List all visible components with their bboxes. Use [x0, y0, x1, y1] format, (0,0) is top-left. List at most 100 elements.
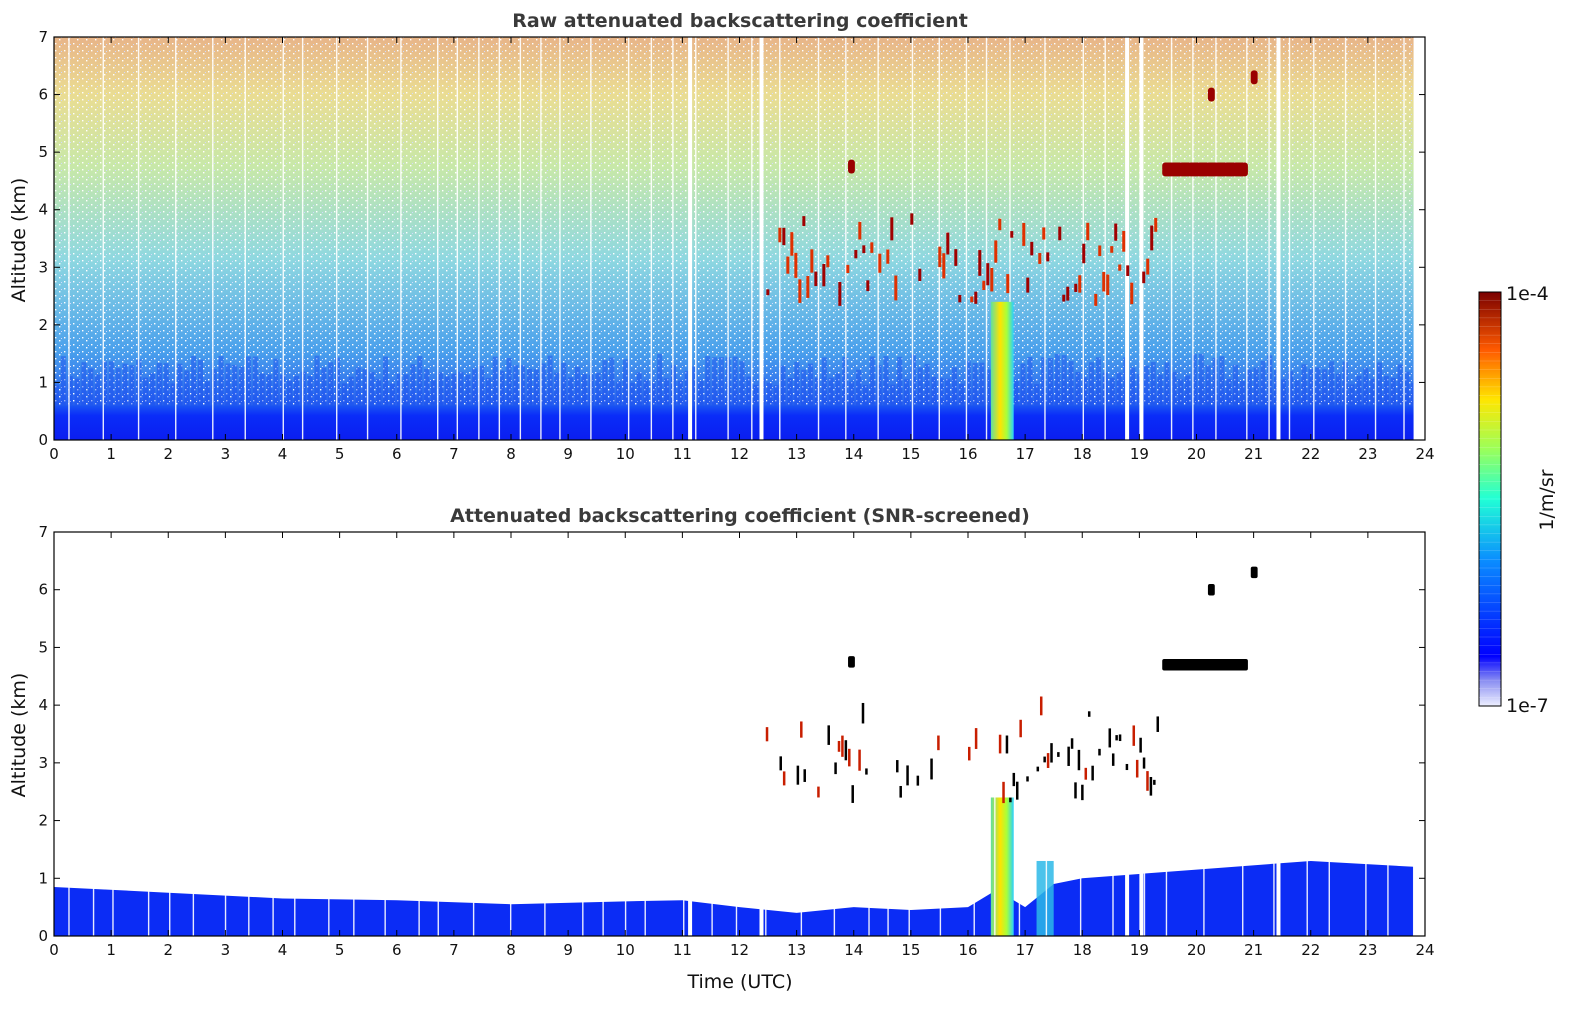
raw-bl-fringe	[1383, 376, 1389, 406]
raw-bl-fringe	[1157, 374, 1163, 406]
raw-bl-fringe	[1130, 367, 1136, 406]
screened-cloud-mark	[998, 734, 1002, 754]
raw-upper-cloud	[1207, 87, 1215, 102]
raw-bl-fringe	[924, 363, 930, 406]
raw-bl-fringe	[266, 374, 272, 406]
raw-gap-stripe	[1139, 37, 1144, 440]
screened-cloud-mark	[906, 765, 909, 786]
screened-cloud-mark	[1019, 719, 1022, 738]
raw-bl-fringe	[794, 361, 800, 406]
raw-bl-fringe	[856, 369, 862, 406]
x-tick-label: 19	[1130, 941, 1149, 959]
raw-bl-fringe	[225, 363, 231, 406]
raw-bl-fringe	[1068, 361, 1074, 406]
raw-thin-stripe	[727, 37, 729, 440]
x-tick-label: 22	[1301, 941, 1320, 959]
screened-cloud-mark	[1012, 772, 1016, 787]
raw-bl-fringe	[74, 378, 80, 406]
raw-bl-fringe	[869, 356, 875, 406]
screened-cloud-mark	[1087, 711, 1091, 717]
raw-thin-stripe	[650, 37, 653, 440]
screened-thin-stripe	[472, 532, 475, 936]
raw-bl-fringe	[1116, 372, 1122, 406]
screened-thin-stripe	[294, 532, 296, 936]
raw-thin-stripe	[519, 37, 522, 440]
x-tick-label: 3	[221, 941, 231, 959]
raw-cloud-mark	[1146, 258, 1150, 275]
screened-thin-stripe	[887, 532, 889, 936]
raw-cloud-mark	[1106, 274, 1110, 296]
y-tick-label: 7	[38, 28, 48, 46]
raw-bl-fringe	[1267, 355, 1273, 406]
screened-ylabel: Altitude (km)	[8, 673, 30, 798]
screened-cloud-mark	[1009, 797, 1012, 803]
raw-thin-stripe	[456, 37, 459, 440]
raw-cloud-mark	[846, 264, 850, 273]
raw-gap-stripe	[1125, 37, 1130, 440]
raw-cloud-mark	[1102, 271, 1106, 292]
raw-bl-fringe	[1390, 377, 1396, 406]
x-tick-label: 7	[449, 445, 459, 463]
raw-bl-fringe	[1143, 365, 1149, 406]
screened-thin-stripe	[509, 532, 512, 936]
y-tick-label: 4	[38, 201, 48, 219]
raw-bl-fringe	[259, 373, 265, 406]
raw-bl-fringe	[712, 357, 718, 406]
screened-thin-stripe	[939, 532, 942, 936]
raw-bl-fringe	[684, 370, 690, 406]
raw-bl-fringe	[1226, 378, 1232, 406]
x-tick-label: 14	[844, 941, 863, 959]
raw-bl-fringe	[1054, 353, 1060, 406]
raw-thin-stripe	[817, 37, 820, 440]
raw-bl-fringe	[910, 354, 916, 406]
raw-bl-fringe	[1027, 357, 1033, 406]
screened-cloud-mark	[1036, 766, 1040, 772]
raw-cloud-mark	[1118, 264, 1122, 271]
screened-cloud-mark	[796, 765, 800, 785]
screened-cloud-mark	[1084, 767, 1088, 780]
screened-cloud-mark	[1074, 782, 1077, 799]
screened-cloud-mark	[1002, 781, 1005, 804]
x-tick-label: 7	[449, 941, 459, 959]
raw-thin-stripe	[1344, 37, 1347, 440]
raw-cloud-mark	[1098, 245, 1102, 257]
screened-cloud-mark	[930, 758, 933, 780]
screened-cloud-mark	[968, 746, 971, 761]
x-tick-label: 15	[901, 941, 920, 959]
screened-cloud-mark	[782, 771, 786, 786]
raw-cloud-mark	[1022, 222, 1026, 246]
x-tick-label: 8	[506, 445, 516, 463]
screened-cloud-mark	[1156, 716, 1160, 732]
raw-panel: Raw attenuated backscattering coefficien…	[8, 10, 1435, 463]
x-tick-label: 2	[163, 445, 173, 463]
raw-thin-stripe	[1170, 37, 1173, 440]
raw-bl-fringe	[163, 363, 169, 406]
raw-cloud-mark	[814, 271, 818, 287]
raw-thin-stripe	[627, 37, 630, 440]
raw-thin-stripe	[540, 37, 542, 440]
raw-cloud-mark	[794, 252, 798, 278]
raw-bl-fringe	[698, 380, 704, 406]
raw-noise-speckle	[54, 37, 1414, 440]
raw-bl-fringe	[952, 367, 958, 406]
raw-boundary-layer-band	[54, 405, 1414, 440]
raw-precipitation-shaft	[990, 301, 1014, 440]
y-tick-label: 5	[38, 638, 48, 656]
raw-cloud-mark	[1030, 241, 1034, 256]
screened-cloud-mark	[851, 785, 854, 803]
raw-bl-fringe	[1356, 375, 1362, 406]
raw-bl-fringe	[1041, 357, 1047, 406]
raw-bl-fringe	[1020, 363, 1026, 406]
x-tick-label: 14	[844, 445, 863, 463]
screened-cloud-mark	[1077, 749, 1081, 771]
x-tick-label: 2	[163, 941, 173, 959]
raw-bl-fringe	[177, 363, 183, 406]
screened-cloud-features	[765, 566, 1258, 804]
raw-bl-fringe	[691, 366, 697, 406]
x-tick-label: 6	[392, 941, 402, 959]
screened-cloud-mark	[899, 785, 902, 798]
raw-bl-fringe	[239, 367, 245, 406]
screened-cloud-mark	[1111, 753, 1115, 766]
x-tick-label: 16	[958, 941, 977, 959]
screened-upper-cloud	[1207, 583, 1215, 596]
